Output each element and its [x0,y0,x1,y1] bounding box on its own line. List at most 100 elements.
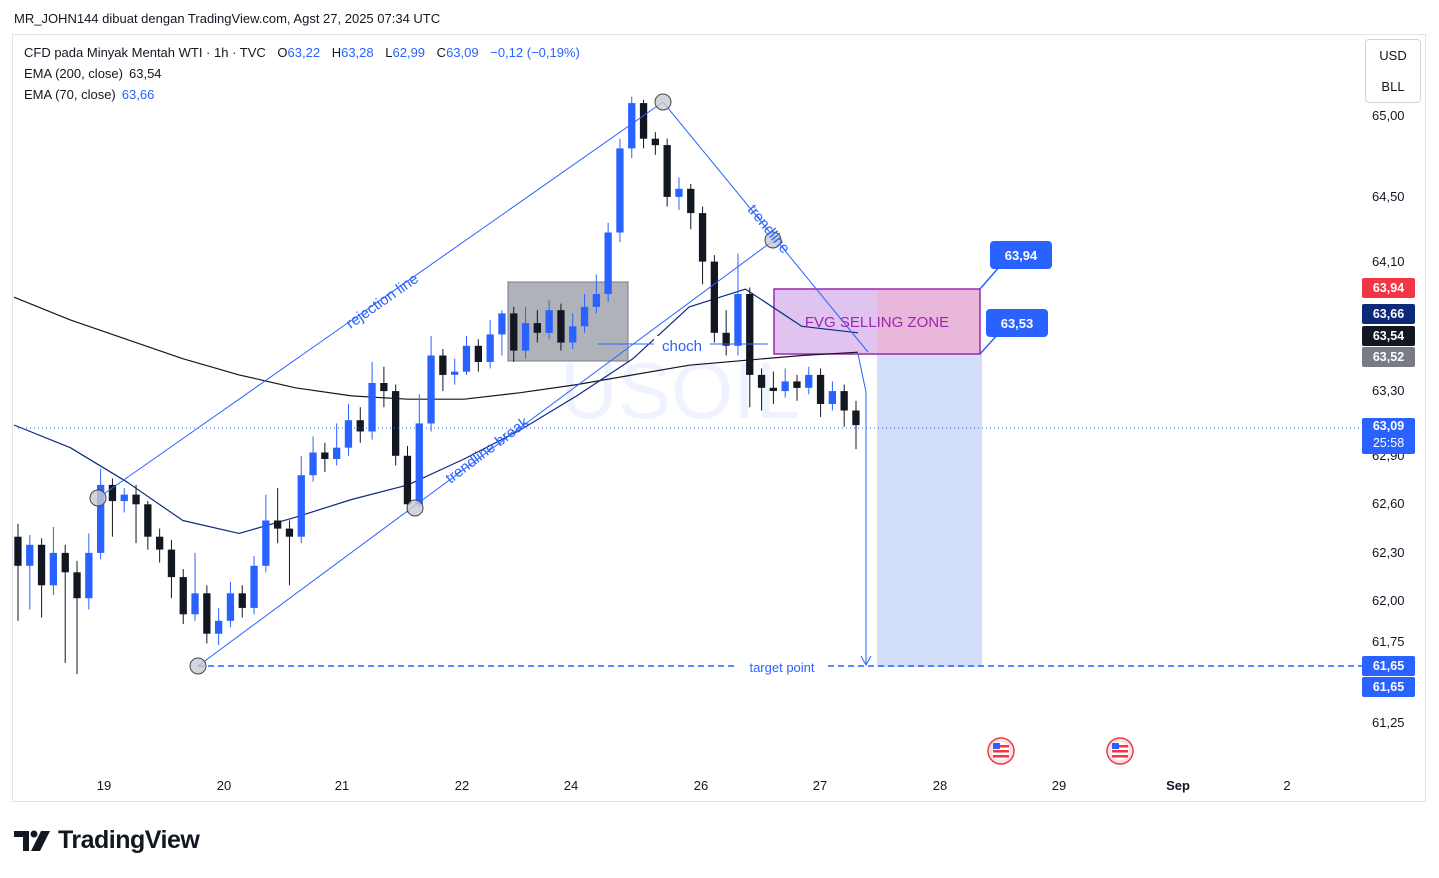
candle[interactable] [215,607,223,646]
candle[interactable] [309,436,317,482]
pivot-marker-5[interactable] [764,231,782,249]
candle[interactable] [545,300,553,340]
callout-high[interactable] [990,241,1052,269]
ema70-price-badge: 63,66 [1362,304,1415,324]
candle[interactable] [498,310,506,356]
candle[interactable] [132,484,140,544]
candle-body [521,323,530,351]
ema200-line[interactable] [13,296,859,400]
pivot-marker-3[interactable] [406,499,424,517]
candle[interactable] [344,404,353,456]
candle[interactable] [628,96,636,159]
callout-low[interactable] [986,309,1048,337]
candle[interactable] [592,274,600,314]
unit-box[interactable]: USD BLL [1365,39,1421,103]
candle[interactable] [108,478,117,537]
candle[interactable] [85,533,93,610]
trendline[interactable] [662,101,869,353]
candle[interactable] [285,520,294,586]
pivot-marker-4[interactable] [654,93,672,111]
candle[interactable] [61,544,69,663]
rejection-line[interactable] [97,101,664,499]
candle[interactable] [226,581,235,628]
candle[interactable] [757,368,766,411]
candle[interactable] [580,293,589,333]
candle[interactable] [156,528,164,563]
candle[interactable] [427,336,435,432]
candle[interactable] [675,177,683,210]
candle[interactable] [415,394,423,508]
ema70-legend[interactable]: EMA (70, close) 63,66 [24,87,154,102]
symbol-legend[interactable]: CFD pada Minyak Mentah WTI · 1h · TVC O6… [24,45,580,60]
candle[interactable] [368,361,376,440]
candle[interactable] [26,535,34,610]
us-flag-event-icon[interactable] [987,737,1015,765]
candle[interactable] [557,303,565,351]
candle[interactable] [167,539,176,599]
candle[interactable] [297,455,305,544]
candle[interactable] [698,206,707,285]
candle[interactable] [238,585,246,618]
low-label: L [385,45,393,60]
candle[interactable] [510,306,518,362]
candle[interactable] [805,366,813,395]
candle[interactable] [722,310,730,356]
candle[interactable] [852,400,860,450]
candle[interactable] [191,552,199,621]
candle[interactable] [250,556,258,615]
candle[interactable] [486,319,494,369]
candle[interactable] [321,442,329,472]
candle[interactable] [781,368,789,398]
ema200-legend[interactable]: EMA (200, close) 63,54 [24,66,162,81]
candle[interactable] [333,423,341,466]
candle[interactable] [462,336,471,375]
candle[interactable] [274,488,282,544]
candle[interactable] [203,585,211,644]
sell-projection-box[interactable] [877,354,982,667]
tradingview-logo[interactable]: TradingView [14,826,200,855]
candle[interactable] [769,371,777,405]
candle[interactable] [616,138,624,243]
us-flag-event-icon[interactable] [1106,737,1134,765]
candle[interactable] [49,526,57,595]
candle[interactable] [451,358,459,385]
candle[interactable] [746,287,754,408]
candle[interactable] [474,339,482,372]
candle[interactable] [734,253,742,356]
candle[interactable] [604,222,612,303]
pivot-marker-2[interactable] [189,657,207,675]
candle[interactable] [262,494,270,573]
candle[interactable] [179,569,187,625]
candle[interactable] [816,368,825,417]
candle[interactable] [687,183,695,230]
candle[interactable] [840,384,848,427]
candle[interactable] [37,538,46,618]
callout-low-pointer [979,333,999,355]
pivot-marker-1[interactable] [89,489,107,507]
candle[interactable] [403,446,412,513]
candle[interactable] [73,560,81,675]
candle[interactable] [380,366,388,408]
candle[interactable] [651,132,659,155]
trendline-break-line[interactable] [197,239,775,667]
candle[interactable] [793,374,801,401]
candle[interactable] [639,99,648,149]
candle[interactable] [144,501,152,550]
candle-body [380,383,388,392]
candle[interactable] [14,523,22,621]
candle[interactable] [521,306,530,359]
candle[interactable] [828,381,836,411]
candle[interactable] [533,310,541,343]
time-axis-tick: 21 [334,778,350,793]
fvg-selling-zone[interactable] [773,288,981,355]
candle[interactable] [439,348,447,392]
candle[interactable] [97,468,105,560]
candle[interactable] [120,488,128,513]
candle[interactable] [710,255,718,343]
candle-body [120,494,128,502]
candle[interactable] [356,407,364,443]
candle[interactable] [392,384,400,466]
candle[interactable] [663,138,671,207]
candle[interactable] [569,313,577,349]
